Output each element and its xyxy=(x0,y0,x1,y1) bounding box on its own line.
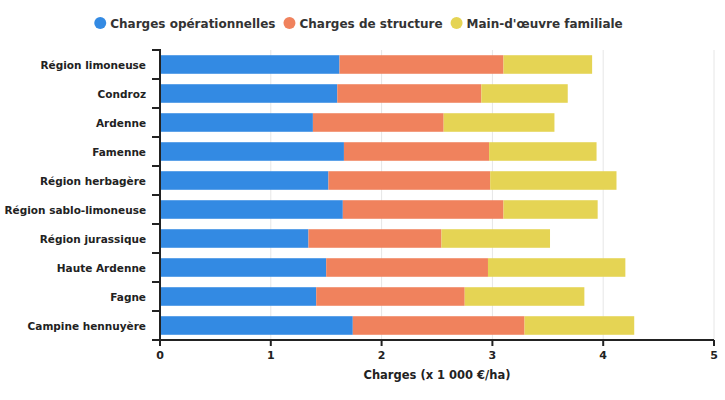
category-label: Condroz xyxy=(98,88,146,100)
legend-label: Main-d'œuvre familiale xyxy=(467,17,623,31)
x-tick-label: 5 xyxy=(710,349,718,362)
bar xyxy=(441,229,550,248)
x-tick-label: 2 xyxy=(378,349,386,362)
category-label: Fagne xyxy=(110,291,146,303)
legend-swatch xyxy=(283,17,295,29)
bar xyxy=(353,316,525,335)
bar xyxy=(444,113,555,132)
chart-container: 0 1 2 3 4 5 Région limoneuse Condroz Ardenne Fame… xyxy=(0,0,725,400)
bar xyxy=(490,171,616,190)
bar xyxy=(344,142,489,161)
category-divider xyxy=(152,281,160,283)
category-label: Haute Ardenne xyxy=(57,262,146,274)
category-label: Famenne xyxy=(92,146,146,158)
legend-label: Charges de structure xyxy=(299,17,442,31)
category-divider xyxy=(152,339,160,341)
category-label: Région limoneuse xyxy=(41,59,146,71)
x-tick xyxy=(713,340,715,346)
category-divider xyxy=(152,223,160,225)
category-label: Région sablo-limoneuse xyxy=(5,204,146,216)
x-tick-label: 1 xyxy=(267,349,275,362)
x-axis-title: Charges (x 1 000 €/ha) xyxy=(363,368,510,382)
bar xyxy=(160,258,326,277)
bar xyxy=(160,229,308,248)
category-divider xyxy=(152,194,160,196)
bar xyxy=(160,171,328,190)
category-label: Campine hennuyère xyxy=(28,320,146,332)
bar xyxy=(343,200,504,219)
category-divider xyxy=(152,310,160,312)
bar xyxy=(337,84,481,103)
bar xyxy=(328,171,490,190)
grid-line xyxy=(714,50,715,340)
bar xyxy=(160,200,343,219)
x-tick xyxy=(381,340,383,346)
x-axis xyxy=(160,339,714,341)
category-divider xyxy=(152,136,160,138)
bar xyxy=(313,113,444,132)
legend-swatch xyxy=(94,17,106,29)
legend-swatch xyxy=(451,17,463,29)
bar xyxy=(339,55,503,74)
x-tick xyxy=(159,340,161,346)
bar xyxy=(326,258,488,277)
bar xyxy=(503,55,592,74)
bar xyxy=(488,258,625,277)
bar xyxy=(465,287,585,306)
category-label: Région herbagère xyxy=(40,175,146,187)
x-tick xyxy=(491,340,493,346)
x-tick-label: 4 xyxy=(599,349,607,362)
bars xyxy=(160,55,634,335)
x-tick xyxy=(270,340,272,346)
bar xyxy=(160,316,353,335)
bar xyxy=(160,142,344,161)
bar xyxy=(160,84,337,103)
category-label: Région jurassique xyxy=(40,233,146,245)
category-divider xyxy=(152,49,160,51)
bar xyxy=(481,84,567,103)
bar xyxy=(160,55,339,74)
bar xyxy=(160,113,313,132)
bar xyxy=(308,229,441,248)
category-divider xyxy=(152,107,160,109)
bar xyxy=(525,316,635,335)
x-tick-label: 3 xyxy=(489,349,497,362)
chart-svg: 0 1 2 3 4 5 Région limoneuse Condroz Ardenne Fame… xyxy=(0,0,725,400)
bar xyxy=(489,142,596,161)
bar xyxy=(316,287,464,306)
bar xyxy=(503,200,597,219)
category-divider xyxy=(152,78,160,80)
category-divider xyxy=(152,252,160,254)
x-tick-label: 0 xyxy=(156,349,164,362)
category-label: Ardenne xyxy=(96,117,146,129)
category-divider xyxy=(152,165,160,167)
legend: Charges opérationnelles Charges de struct… xyxy=(94,17,623,31)
legend-label: Charges opérationnelles xyxy=(110,17,275,31)
x-tick xyxy=(602,340,604,346)
grid-line xyxy=(603,50,604,340)
bar xyxy=(160,287,316,306)
